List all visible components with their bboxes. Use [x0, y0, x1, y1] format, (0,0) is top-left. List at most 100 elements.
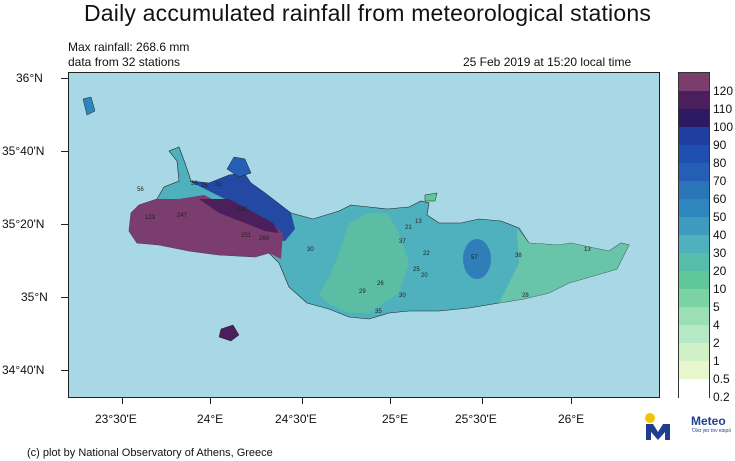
colorbar-label: 5 — [713, 300, 720, 314]
colorbar-label: 0.2 — [713, 390, 730, 404]
tick — [61, 370, 68, 371]
colorbar-segment — [679, 73, 709, 92]
rainfall-map: 123 247 251 269 130 38 25 31 56 30 21 13 37 22 25 20 57 3… — [68, 72, 660, 398]
colorbar-segment — [679, 289, 709, 308]
station-value: 26 — [377, 281, 384, 287]
colorbar-segment — [679, 235, 709, 254]
colorbar-label: 50 — [713, 210, 727, 224]
islet-nw — [82, 96, 96, 116]
colorbar-segment — [679, 253, 709, 272]
map-title: Daily accumulated rainfall from meteorol… — [83, 0, 652, 26]
station-value: 38 — [191, 181, 198, 187]
lon-label: 24°30'E — [275, 412, 317, 426]
colorbar-segment — [679, 199, 709, 218]
colorbar-label: 0.5 — [713, 372, 730, 386]
colorbar-segment — [679, 343, 709, 362]
colorbar — [678, 72, 710, 398]
colorbar-segment — [679, 181, 709, 200]
station-value: 22 — [423, 251, 430, 257]
station-value: 29 — [359, 289, 366, 295]
station-value: 25 — [413, 267, 420, 273]
colorbar-segment — [679, 379, 709, 398]
colorbar-label: 30 — [713, 246, 727, 260]
colorbar-segment — [679, 217, 709, 236]
tick — [61, 78, 68, 79]
stations-count-text: data from 32 stations — [68, 55, 181, 69]
colorbar-label: 90 — [713, 138, 727, 152]
lon-label: 26°E — [558, 412, 585, 426]
lon-label: 25°E — [382, 412, 409, 426]
lon-label: 23°30'E — [95, 412, 137, 426]
colorbar-segment — [679, 163, 709, 182]
colorbar-label: 2 — [713, 336, 720, 350]
colorbar-segment — [679, 325, 709, 344]
lat-label: 34°40'N — [2, 363, 45, 377]
colorbar-label: 80 — [713, 156, 727, 170]
station-value: 30 — [399, 293, 406, 299]
tick — [61, 151, 68, 152]
colorbar-segment — [679, 91, 709, 110]
station-value: 38 — [515, 253, 522, 259]
station-value: 21 — [405, 225, 412, 231]
max-rain-region — [129, 195, 283, 259]
central-zone — [319, 213, 409, 313]
north-peninsula — [226, 156, 252, 178]
tick — [122, 398, 123, 404]
max-rain-core — [199, 199, 279, 233]
colorbar-label: 20 — [713, 264, 727, 278]
station-value: 28 — [522, 293, 529, 299]
east-zone — [499, 229, 629, 303]
gavdos-island — [218, 324, 240, 342]
colorbar-label: 10 — [713, 282, 727, 296]
colorbar-segment — [679, 127, 709, 146]
station-value: 25 — [201, 183, 208, 189]
colorbar-label: 40 — [713, 228, 727, 242]
lat-label: 36°N — [16, 71, 43, 85]
station-value: 57 — [471, 255, 478, 261]
credit-footer: (c) plot by National Observatory of Athe… — [27, 447, 273, 459]
lat-label: 35°20'N — [2, 217, 45, 231]
station-value: 56 — [137, 187, 144, 193]
colorbar-label: 60 — [713, 192, 727, 206]
colorbar-segment — [679, 271, 709, 290]
tick — [210, 398, 211, 404]
lon-label: 25°30'E — [455, 412, 497, 426]
colorbar-label: 110 — [713, 102, 733, 116]
tick — [61, 297, 68, 298]
station-value: 30 — [307, 247, 314, 253]
station-value: 20 — [421, 273, 428, 279]
tick — [302, 398, 303, 404]
station-value: 13 — [415, 219, 422, 225]
station-value: 37 — [399, 239, 406, 245]
local-high-57 — [463, 239, 491, 279]
tick — [482, 398, 483, 404]
lat-label: 35°40'N — [2, 144, 45, 158]
station-value: 251 — [241, 233, 252, 239]
colorbar-label: 120 — [713, 84, 734, 98]
lat-label: 35°N — [21, 290, 48, 304]
colorbar-segment — [679, 145, 709, 164]
tick — [61, 224, 68, 225]
colorbar-label: 70 — [713, 174, 727, 188]
tick — [390, 398, 391, 404]
station-value: 269 — [259, 236, 270, 242]
logo-tagline: Όλα για τον καιρό — [692, 428, 732, 434]
colorbar-segment — [679, 361, 709, 380]
colorbar-label: 100 — [713, 120, 734, 134]
logo-name: Meteo — [691, 414, 726, 428]
tick — [571, 398, 572, 404]
dia-island — [424, 192, 438, 202]
station-value: 35 — [375, 309, 382, 315]
colorbar-segment — [679, 307, 709, 326]
station-value: 123 — [145, 215, 156, 221]
colorbar-label: 4 — [713, 318, 720, 332]
max-rainfall-text: Max rainfall: 268.6 mm — [68, 40, 190, 54]
lon-label: 24°E — [197, 412, 224, 426]
colorbar-segment — [679, 109, 709, 128]
meteo-logo — [645, 413, 670, 440]
station-value: 31 — [215, 182, 222, 188]
colorbar-label: 1 — [713, 354, 720, 368]
station-value: 247 — [177, 213, 188, 219]
